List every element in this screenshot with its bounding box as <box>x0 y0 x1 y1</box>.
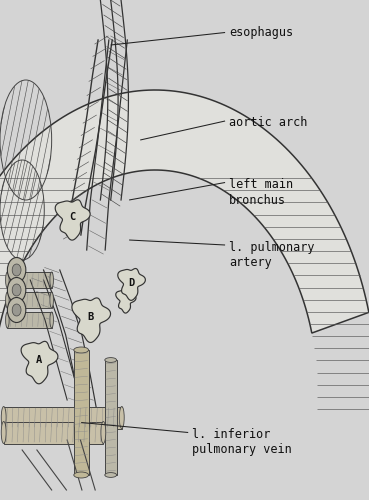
Text: B: B <box>87 312 93 322</box>
Polygon shape <box>55 200 90 240</box>
Ellipse shape <box>6 312 9 328</box>
Circle shape <box>12 304 21 316</box>
Ellipse shape <box>119 406 124 428</box>
Ellipse shape <box>74 347 89 353</box>
Text: A: A <box>36 355 42 365</box>
Circle shape <box>12 264 21 276</box>
Polygon shape <box>116 290 136 313</box>
Ellipse shape <box>74 472 89 478</box>
Polygon shape <box>74 350 89 475</box>
Text: l. pulmonary
artery: l. pulmonary artery <box>229 241 314 269</box>
Polygon shape <box>7 292 52 308</box>
Circle shape <box>7 258 26 282</box>
Ellipse shape <box>6 272 9 288</box>
Circle shape <box>12 284 21 296</box>
Polygon shape <box>21 342 58 384</box>
Text: aortic arch: aortic arch <box>229 116 307 129</box>
Polygon shape <box>0 90 369 371</box>
Polygon shape <box>105 360 117 475</box>
Ellipse shape <box>50 292 54 308</box>
Polygon shape <box>7 272 52 288</box>
Text: D: D <box>128 278 134 287</box>
Ellipse shape <box>6 292 9 308</box>
Polygon shape <box>4 422 103 444</box>
Polygon shape <box>7 312 52 328</box>
Ellipse shape <box>105 472 117 478</box>
Text: esophagus: esophagus <box>229 26 293 39</box>
Circle shape <box>7 298 26 322</box>
Text: C: C <box>69 212 75 222</box>
Ellipse shape <box>50 272 54 288</box>
Polygon shape <box>4 406 122 428</box>
Text: l. inferior
pulmonary vein: l. inferior pulmonary vein <box>192 428 292 456</box>
Ellipse shape <box>1 406 6 428</box>
Ellipse shape <box>50 312 54 328</box>
Circle shape <box>7 278 26 302</box>
Ellipse shape <box>1 422 6 444</box>
Polygon shape <box>118 268 145 300</box>
Polygon shape <box>72 298 111 343</box>
Ellipse shape <box>105 358 117 362</box>
Ellipse shape <box>101 422 106 444</box>
Text: left main
bronchus: left main bronchus <box>229 178 293 206</box>
